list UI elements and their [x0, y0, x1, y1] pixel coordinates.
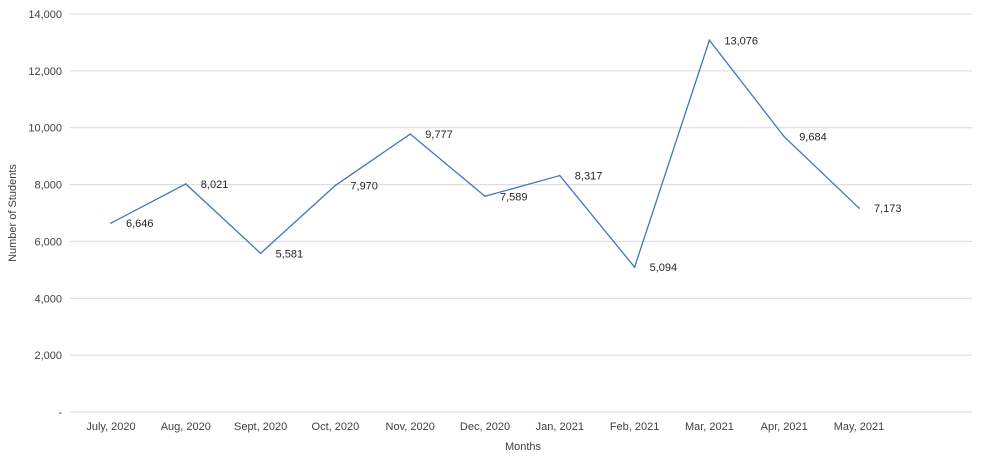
y-tick-label: 10,000 [28, 123, 62, 135]
data-point [334, 184, 337, 187]
x-axis-ticks: July, 2020 Aug, 2020 Sept, 2020 Oct, 2020 No… [86, 421, 884, 433]
y-axis-title: Number of Students [7, 164, 19, 262]
y-tick-label: - [58, 407, 62, 419]
series-group [110, 38, 860, 269]
data-point [708, 39, 711, 42]
y-axis-ticks: - 2,000 4,000 6,000 8,000 10,000 12,000 14,000 [28, 9, 62, 419]
series-line [110, 38, 860, 269]
data-label: 9,684 [799, 132, 827, 144]
x-tick-label: Aug, 2020 [161, 421, 211, 433]
x-tick-label: Mar, 2021 [685, 421, 734, 433]
data-label: 8,317 [575, 171, 603, 183]
x-tick-label: July, 2020 [86, 421, 135, 433]
x-tick-label: Feb, 2021 [610, 421, 660, 433]
data-label: 6,646 [126, 218, 154, 230]
y-tick-label: 8,000 [34, 180, 62, 192]
data-point [783, 135, 785, 138]
data-point [409, 133, 412, 135]
data-point [559, 174, 561, 177]
y-tick-label: 2,000 [34, 350, 62, 362]
data-label: 7,970 [350, 180, 378, 192]
x-tick-label: Nov, 2020 [386, 421, 435, 433]
data-point [110, 222, 112, 224]
x-tick-label: Dec, 2020 [460, 421, 510, 433]
data-point [484, 195, 486, 198]
data-label: 8,021 [201, 179, 229, 191]
data-label: 5,094 [650, 262, 678, 274]
y-tick-label: 14,000 [28, 9, 62, 21]
y-tick-label: 6,000 [34, 236, 62, 248]
data-label: 7,173 [874, 203, 902, 215]
data-labels: 6,646 8,021 5,581 7,970 9,777 7,589 8,317 5,094… [126, 35, 902, 274]
gridlines [70, 13, 972, 413]
x-axis-title: Months [505, 441, 542, 453]
data-label: 13,076 [724, 35, 758, 47]
data-point [185, 183, 187, 185]
data-point [633, 266, 636, 268]
data-label: 5,581 [276, 248, 304, 260]
x-tick-label: Jan, 2021 [536, 421, 584, 433]
x-tick-label: May, 2021 [834, 421, 885, 433]
data-label: 7,589 [500, 191, 528, 203]
data-point [858, 207, 860, 209]
y-tick-label: 4,000 [34, 293, 62, 305]
x-tick-label: Sept, 2020 [234, 421, 287, 433]
data-label: 9,777 [425, 129, 453, 141]
data-point [259, 252, 262, 255]
x-tick-label: Oct, 2020 [312, 421, 360, 433]
y-tick-label: 12,000 [28, 66, 62, 78]
x-tick-label: Apr, 2021 [761, 421, 808, 433]
